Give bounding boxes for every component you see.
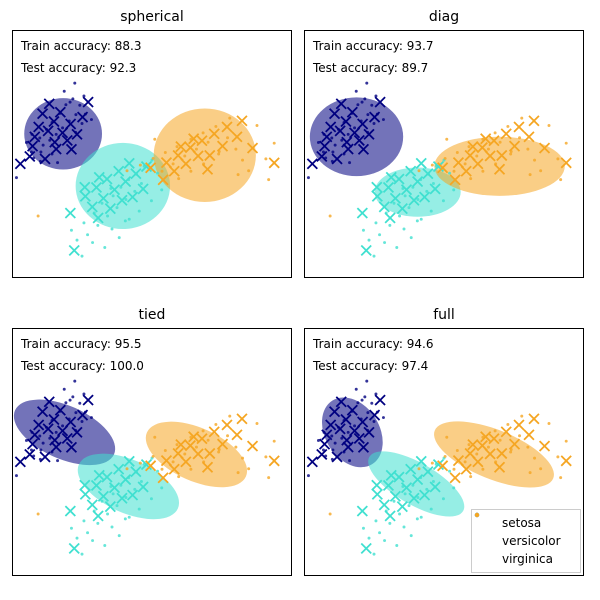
panel-title: full xyxy=(305,307,583,323)
panel-plot xyxy=(13,329,291,575)
panel-diag: diagTrain accuracy: 93.7Test accuracy: 8… xyxy=(304,30,584,278)
panel-title: diag xyxy=(305,9,583,25)
panel-plot xyxy=(305,31,583,277)
panel-tied: tiedTrain accuracy: 95.5Test accuracy: 1… xyxy=(12,328,292,576)
figure: sphericalTrain accuracy: 88.3Test accura… xyxy=(0,0,600,600)
panel-spherical: sphericalTrain accuracy: 88.3Test accura… xyxy=(12,30,292,278)
legend: setosaversicolorvirginica xyxy=(471,509,581,573)
panel-title: tied xyxy=(13,307,291,323)
panel-plot xyxy=(13,31,291,277)
panel-full: fullTrain accuracy: 94.6Test accuracy: 9… xyxy=(304,328,584,576)
legend-item: virginica xyxy=(478,550,574,568)
panel-title: spherical xyxy=(13,9,291,25)
